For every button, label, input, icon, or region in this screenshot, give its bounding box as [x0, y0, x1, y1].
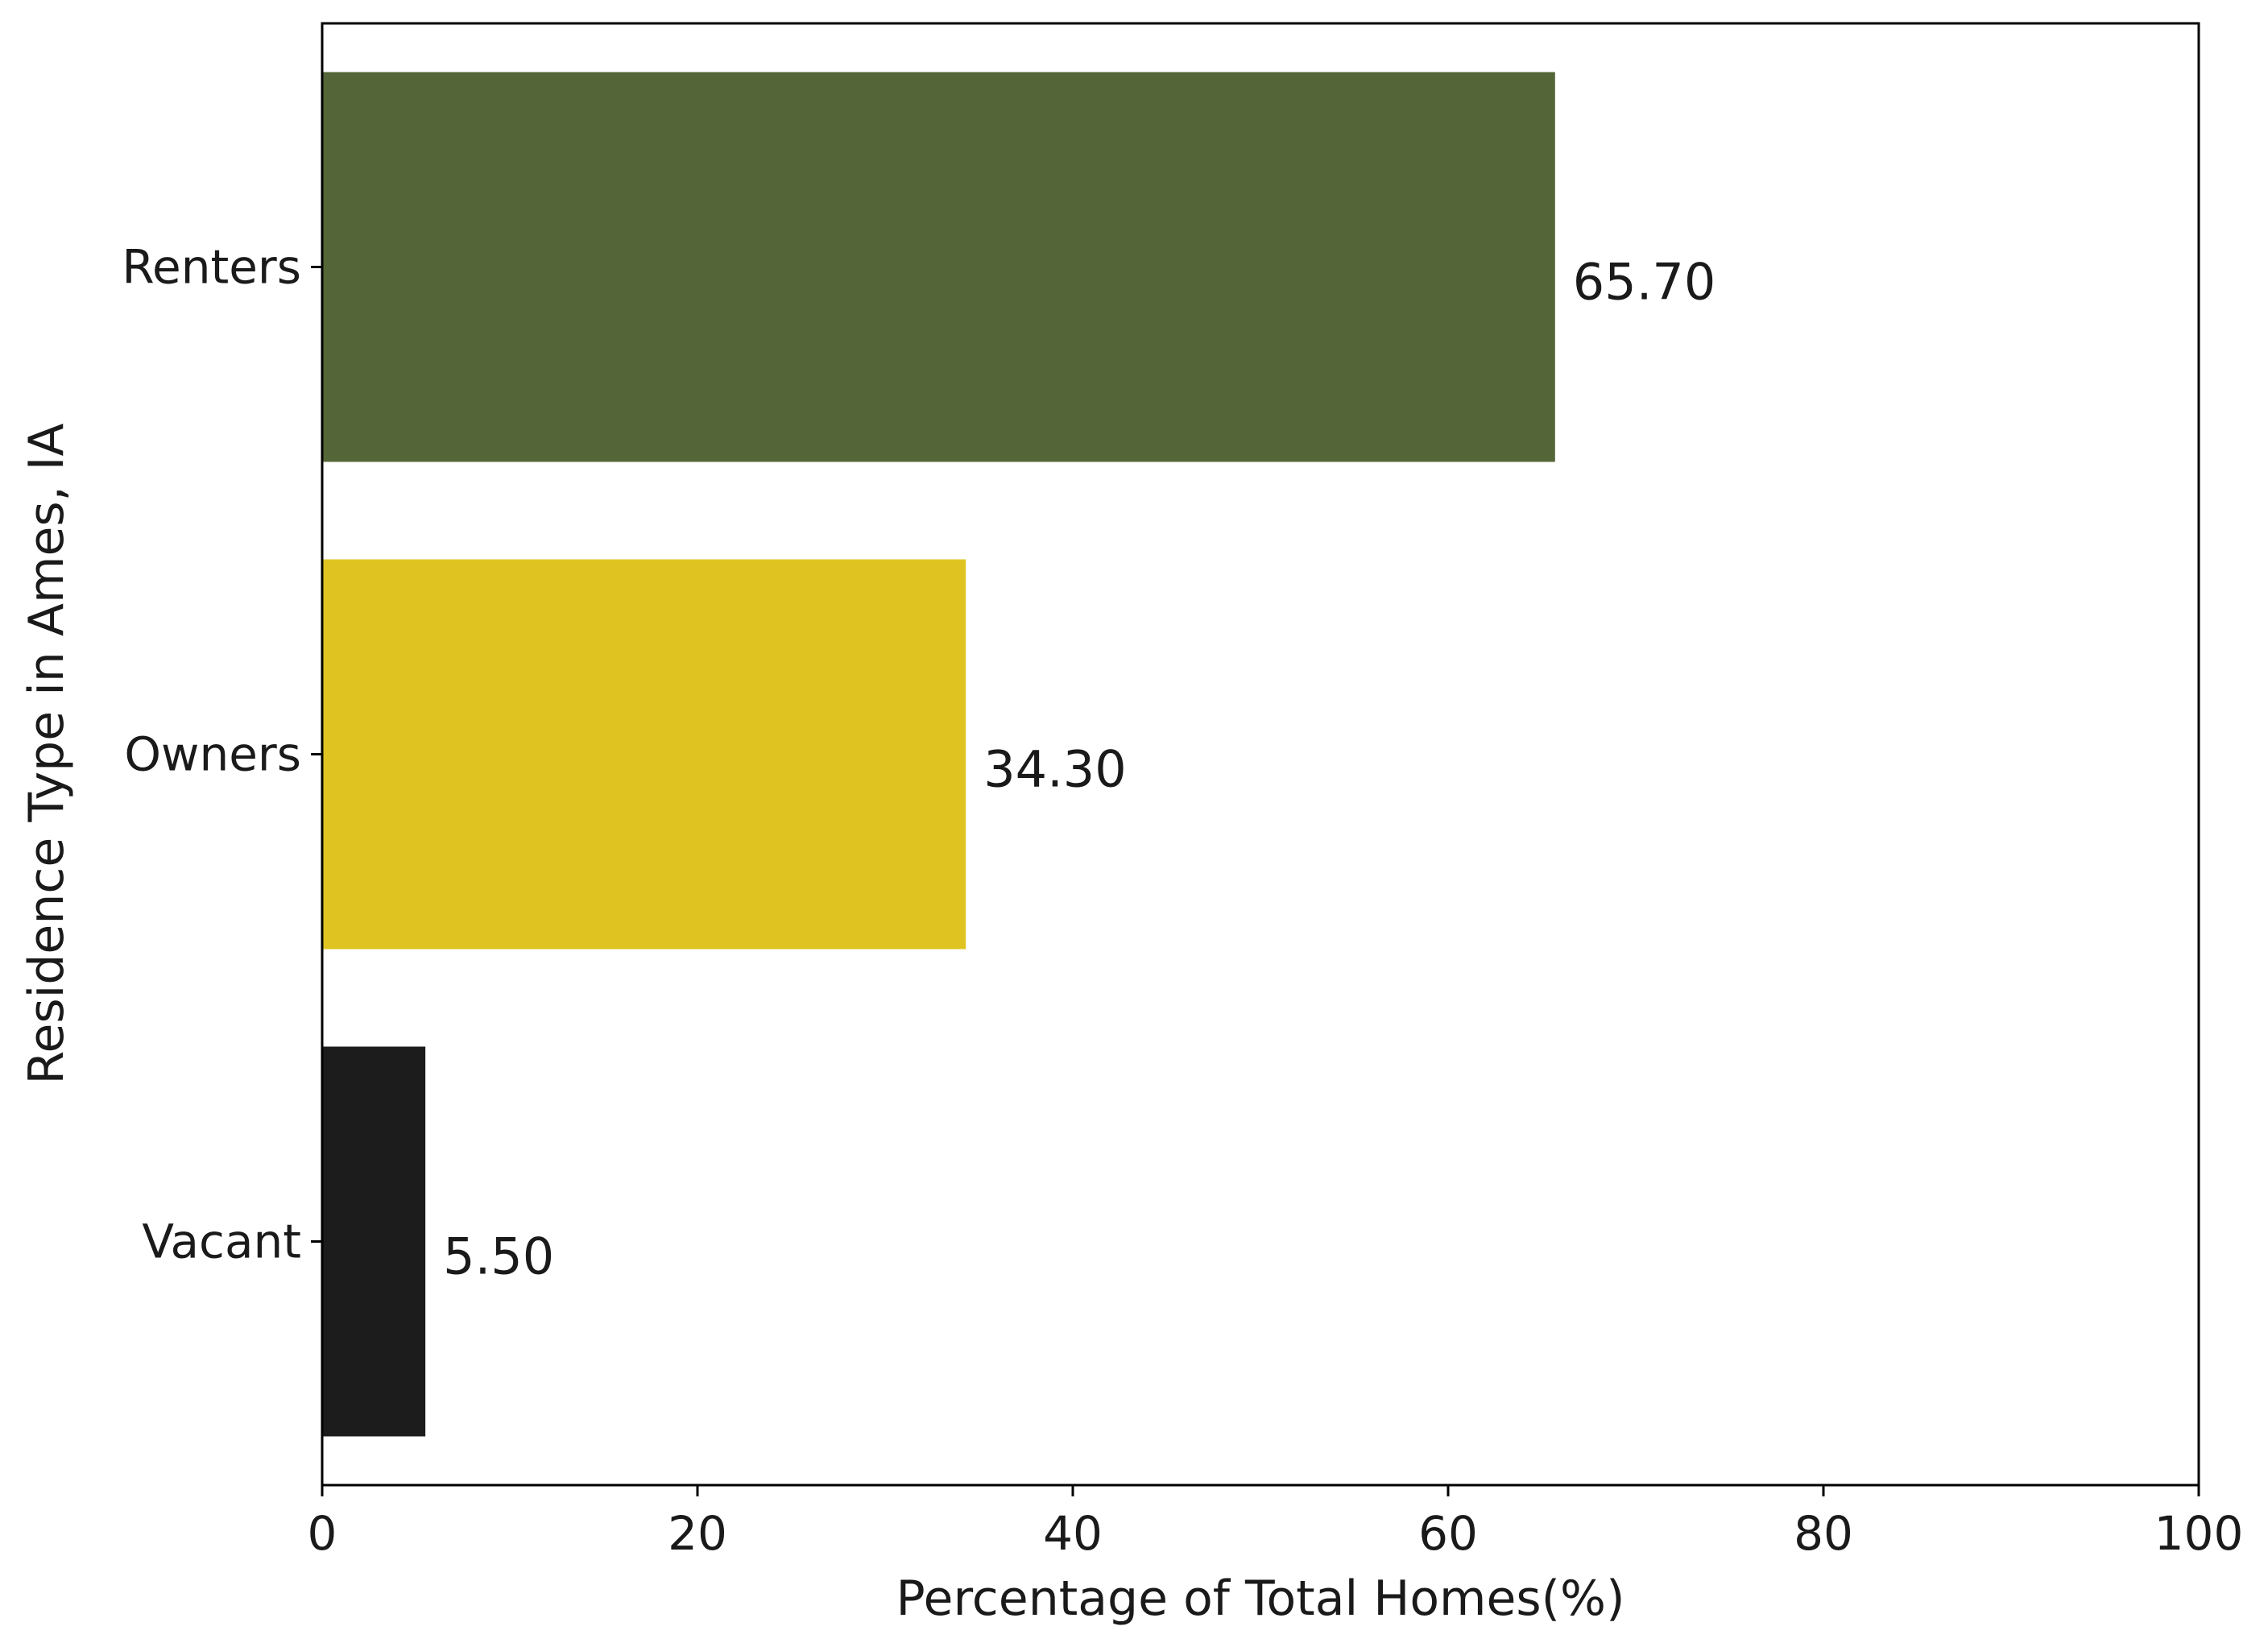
bars-group	[322, 72, 1555, 1437]
x-tick-label: 40	[1043, 1506, 1103, 1561]
x-axis: 0 20 40 60 80 100	[308, 1485, 2244, 1561]
bar-owners	[322, 559, 966, 950]
y-axis: Renters Owners Vacant	[122, 240, 322, 1269]
data-labels-group: 65.70 34.30 5.50	[443, 253, 1715, 1286]
x-tick-label: 80	[1794, 1506, 1853, 1561]
x-axis-title: Percentage of Total Homes(%)	[896, 1570, 1625, 1627]
y-tick-label-renters: Renters	[122, 240, 301, 295]
bar-renters	[322, 72, 1555, 462]
x-tick-label: 20	[668, 1506, 727, 1561]
y-tick-label-owners: Owners	[124, 727, 301, 782]
y-axis-title: Residence Type in Ames, IA	[19, 423, 75, 1084]
bar-vacant	[322, 1046, 426, 1437]
x-tick-label: 100	[2154, 1506, 2244, 1561]
data-label-renters: 65.70	[1573, 253, 1716, 312]
x-tick-label: 0	[308, 1506, 337, 1561]
data-label-vacant: 5.50	[443, 1227, 554, 1286]
x-tick-label: 60	[1418, 1506, 1478, 1561]
y-tick-label-vacant: Vacant	[142, 1215, 301, 1269]
data-label-owners: 34.30	[983, 740, 1127, 799]
